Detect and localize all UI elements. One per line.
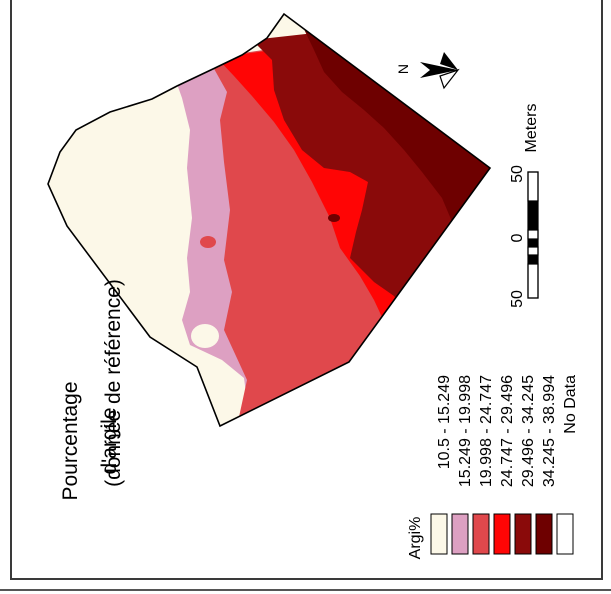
legend-label: 19.998 - 24.747 [478, 375, 495, 488]
field-outline [47, 12, 492, 428]
zone-inclusion-red [200, 236, 216, 248]
legend-heading: Argi% [407, 516, 424, 560]
scale-outline [527, 171, 539, 299]
scale-tick-label: 0 [509, 233, 526, 243]
scale-segment [527, 263, 539, 299]
zone-inclusion-white [191, 324, 219, 348]
map-title-line-3: (donnée de référence) [102, 279, 125, 487]
scale-segment [528, 255, 538, 264]
legend-swatch [493, 513, 511, 555]
legend-label: 29.496 - 34.245 [520, 375, 537, 488]
scale-segment [527, 229, 539, 240]
legend-swatch [514, 513, 532, 555]
map-title-line-1: Pourcentage [59, 381, 82, 501]
legend-label: 10.5 - 15.249 [436, 375, 453, 470]
legend-swatch [472, 513, 490, 555]
map-frame: Pourcentage d'argile (donnée de référenc… [10, 0, 603, 580]
legend-swatches [430, 513, 574, 555]
bottom-rule [0, 589, 611, 591]
legend-label: 24.747 - 29.496 [499, 375, 516, 488]
legend-swatch [535, 513, 553, 555]
scale-segment [527, 171, 539, 202]
north-arrow-icon [420, 52, 460, 90]
scale-segment [527, 246, 539, 256]
scale-bar [527, 171, 539, 299]
scale-segment [528, 239, 538, 247]
map-canvas [47, 12, 574, 555]
legend-label: 15.249 - 19.998 [457, 375, 474, 488]
scale-tick-label: 50 [509, 165, 526, 183]
legend-swatch [556, 513, 574, 555]
legend-label: 34.245 - 38.994 [541, 375, 558, 488]
legend-swatch [451, 513, 469, 555]
zone-inclusion-dark [328, 214, 340, 222]
scale-unit-label: Meters [523, 103, 540, 153]
scale-segment [528, 201, 538, 230]
legend-label: No Data [562, 375, 579, 434]
scale-tick-label: 50 [509, 290, 526, 308]
north-label: N [395, 63, 411, 75]
legend-swatch [430, 513, 448, 555]
